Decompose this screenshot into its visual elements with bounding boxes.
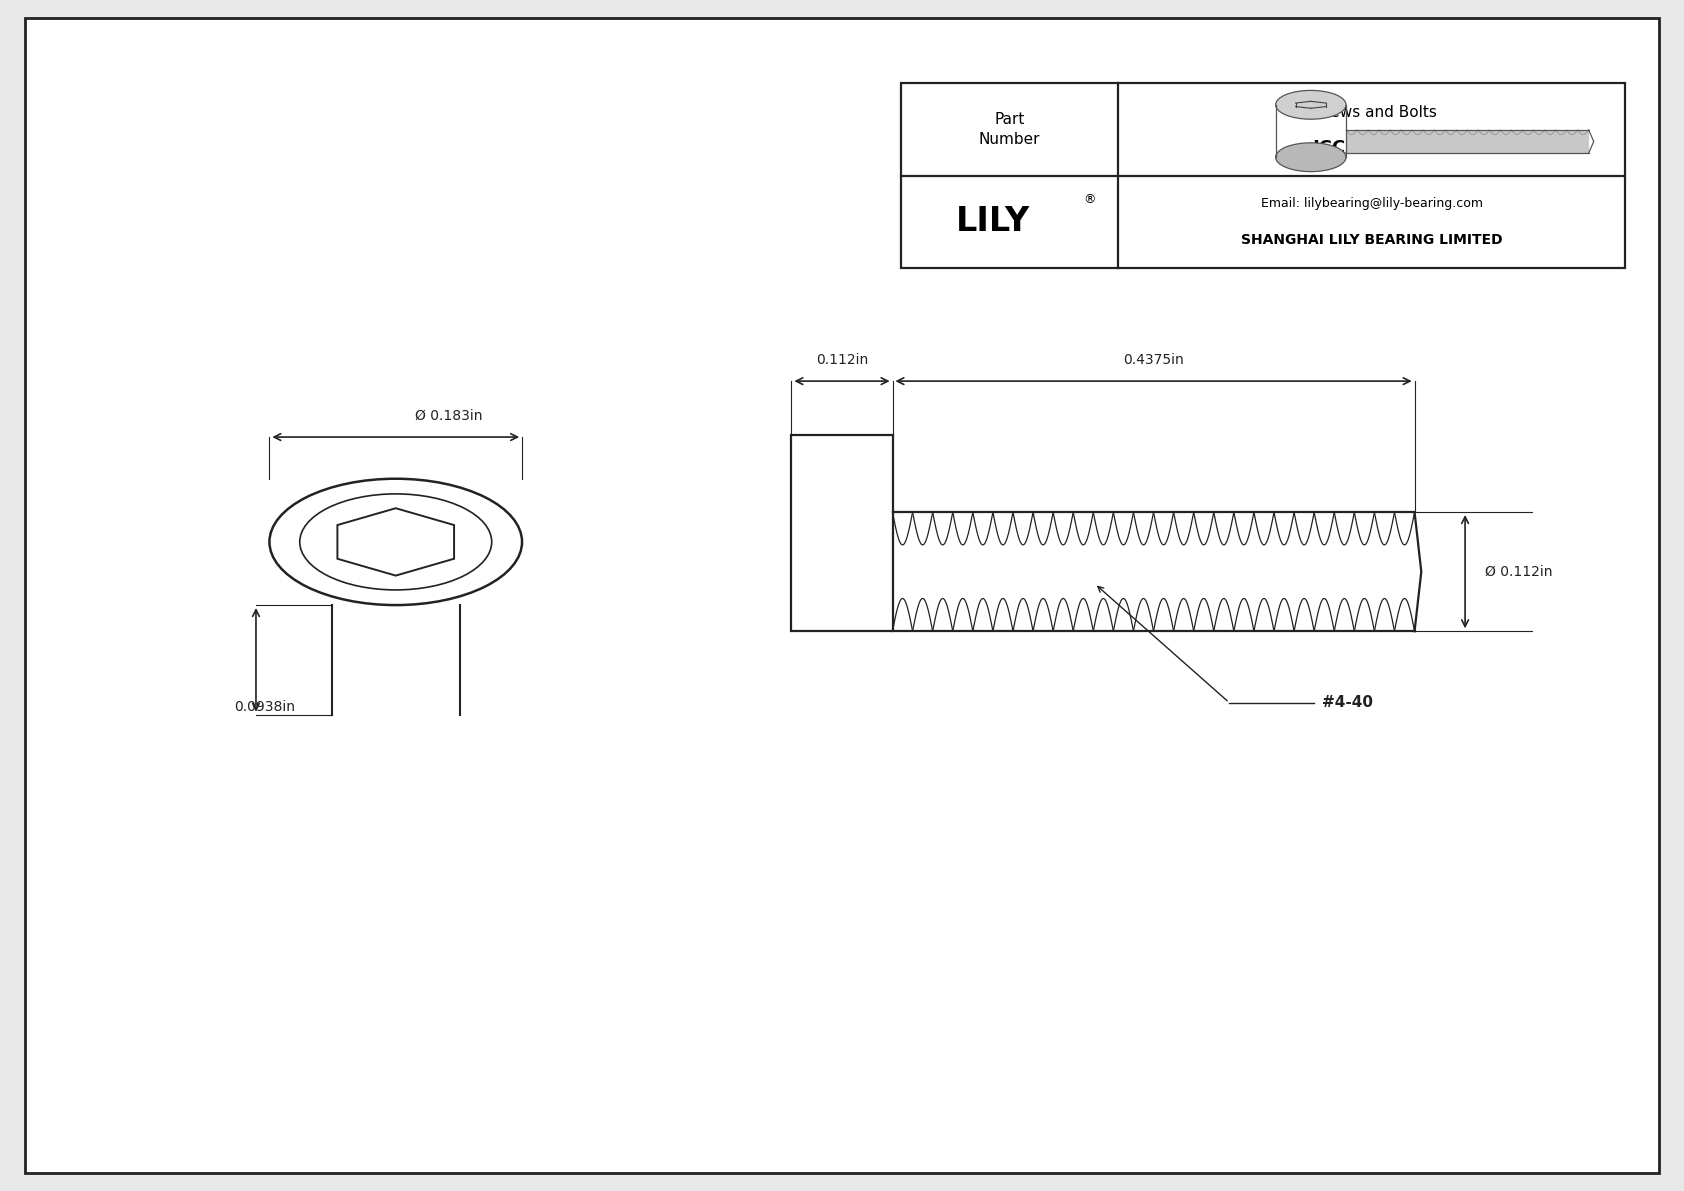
Bar bbox=[901, 83, 1625, 268]
Text: LILY: LILY bbox=[955, 205, 1031, 238]
Text: JCCAAAHCG: JCCAAAHCG bbox=[1312, 139, 1431, 157]
Ellipse shape bbox=[1276, 143, 1346, 172]
Text: Email: lilybearing@lily-bearing.com: Email: lilybearing@lily-bearing.com bbox=[1261, 197, 1482, 210]
Text: 0.0938in: 0.0938in bbox=[234, 700, 295, 715]
Text: Part
Number: Part Number bbox=[978, 112, 1041, 146]
Ellipse shape bbox=[1276, 91, 1346, 119]
Text: Screws and Bolts: Screws and Bolts bbox=[1307, 106, 1436, 120]
Bar bbox=[1346, 130, 1588, 152]
Text: ®: ® bbox=[1084, 193, 1096, 206]
Text: #4-40: #4-40 bbox=[1322, 696, 1372, 710]
Text: 0.112in: 0.112in bbox=[815, 353, 869, 367]
Text: Ø 0.183in: Ø 0.183in bbox=[414, 409, 482, 423]
Text: SHANGHAI LILY BEARING LIMITED: SHANGHAI LILY BEARING LIMITED bbox=[1241, 233, 1502, 248]
Text: 0.4375in: 0.4375in bbox=[1123, 353, 1184, 367]
Bar bbox=[791, 435, 893, 631]
Text: Ø 0.112in: Ø 0.112in bbox=[1485, 565, 1553, 579]
